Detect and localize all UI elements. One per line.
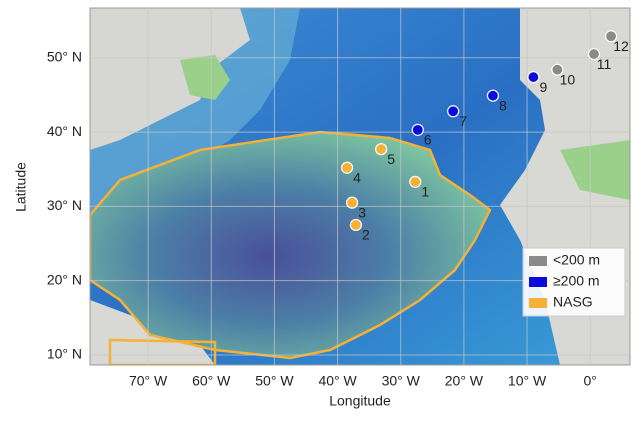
x-tick-label: 20° W <box>445 373 484 389</box>
y-tick-label: 30° N <box>47 197 82 213</box>
point-label: 11 <box>597 56 612 72</box>
data-point <box>411 123 424 136</box>
point-label: 3 <box>358 204 366 220</box>
data-point <box>349 218 362 232</box>
point-label: 5 <box>387 151 395 167</box>
point-label: 4 <box>353 169 361 185</box>
plot-frame <box>89 7 631 366</box>
data-point <box>604 30 618 43</box>
x-tick-label: 50° W <box>255 373 294 389</box>
x-tick-label: 30° W <box>382 373 421 389</box>
data-point <box>447 105 460 118</box>
legend-label: NASG <box>553 294 593 310</box>
x-tick-label: 0° <box>584 373 597 389</box>
point-label: 10 <box>560 71 576 87</box>
data-point <box>340 161 354 174</box>
legend-swatch <box>529 298 547 308</box>
legend-swatch <box>529 277 547 287</box>
data-point <box>527 70 540 84</box>
legend-swatch <box>529 256 547 266</box>
y-tick-label: 10° N <box>47 346 82 362</box>
point-label: 12 <box>613 38 629 54</box>
legend-label: <200 m <box>553 252 600 268</box>
data-point <box>409 175 422 188</box>
data-point <box>551 63 564 76</box>
point-label: 8 <box>499 97 507 113</box>
y-axis-title: Latitude <box>13 162 29 212</box>
x-tick-label: 70° W <box>129 373 168 389</box>
y-tick-label: 50° N <box>47 48 82 64</box>
x-axis-title: Longitude <box>329 393 391 409</box>
point-label: 7 <box>459 113 467 129</box>
point-label: 1 <box>421 184 429 200</box>
legend-label: ≥200 m <box>553 273 600 289</box>
point-label: 6 <box>424 132 432 148</box>
data-point <box>486 89 500 102</box>
y-tick-label: 20° N <box>47 271 82 287</box>
data-point <box>346 196 359 209</box>
y-tick-label: 40° N <box>47 123 82 139</box>
point-label: 2 <box>362 227 370 243</box>
x-tick-label: 40° W <box>318 373 357 389</box>
x-tick-label: 60° W <box>192 373 231 389</box>
x-tick-label: 10° W <box>508 373 547 389</box>
map-background <box>90 8 630 365</box>
data-point <box>375 143 388 156</box>
point-label: 9 <box>539 79 547 95</box>
data-point <box>587 47 601 61</box>
